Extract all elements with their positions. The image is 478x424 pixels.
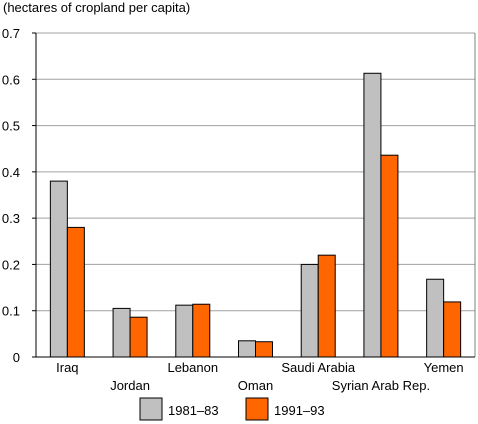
x-category-label: Jordan — [110, 378, 150, 393]
bar-saudi-arabia-series-1 — [300, 263, 319, 358]
bar-oman-series-1 — [238, 340, 256, 358]
bar-lebanon-series-1 — [175, 304, 194, 358]
x-category-label: Oman — [238, 378, 273, 393]
y-tick-label: 0.7 — [2, 26, 20, 41]
legend-swatch-series-1 — [139, 397, 163, 421]
y-tick-label: 0.5 — [2, 119, 20, 134]
bar-iraq-series-1 — [49, 180, 68, 358]
legend-swatch-series-2 — [245, 397, 269, 421]
legend-label-series-1: 1981–83 — [168, 403, 219, 418]
x-category-label: Syrian Arab Rep. — [332, 378, 430, 393]
x-category-label: Lebanon — [167, 360, 218, 375]
x-category-label: Iraq — [56, 360, 78, 375]
bar-jordan-series-1 — [112, 307, 131, 358]
y-tick-label: 0 — [13, 350, 20, 365]
bar-yemen-series-2 — [443, 301, 462, 358]
y-tick-label: 0.3 — [2, 211, 20, 226]
bar-saudi-arabia-series-2 — [317, 254, 336, 358]
bar-jordan-series-2 — [129, 316, 148, 358]
x-category-label: Saudi Arabia — [281, 360, 355, 375]
bar-yemen-series-1 — [426, 278, 445, 358]
y-tick-label: 0.6 — [2, 72, 20, 87]
bar-iraq-series-2 — [66, 226, 85, 358]
bar-syrian-arab-rep--series-2 — [380, 154, 399, 358]
bar-lebanon-series-2 — [192, 303, 211, 358]
y-tick-label: 0.2 — [2, 257, 20, 272]
x-category-label: Yemen — [424, 360, 464, 375]
y-tick-label: 0.1 — [2, 304, 20, 319]
unit-label: (hectares of cropland per capita) — [3, 0, 191, 15]
bar-oman-series-2 — [255, 341, 273, 358]
y-tick-label: 0.4 — [2, 165, 20, 180]
legend-label-series-2: 1991–93 — [274, 403, 325, 418]
bar-syrian-arab-rep--series-1 — [363, 72, 382, 358]
